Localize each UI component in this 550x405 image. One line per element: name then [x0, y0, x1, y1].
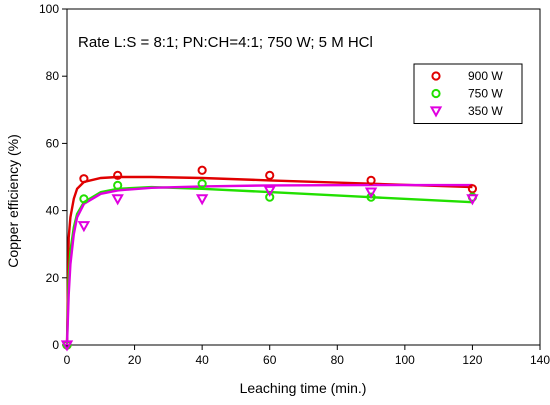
- fit-curves: [65, 175, 473, 346]
- legend-label: 350 W: [468, 104, 503, 118]
- y-tick-label: 20: [46, 271, 60, 285]
- legend-marker: [431, 71, 441, 81]
- data-point-series-3: [263, 185, 276, 197]
- fit-line-1: [65, 175, 473, 346]
- chart-annotation: Rate L:S = 8:1; PN:CH=4:1; 750 W; 5 M HC…: [78, 34, 373, 51]
- x-tick-label: 120: [462, 353, 482, 367]
- fit-line-2: [65, 185, 473, 346]
- data-point-series-1: [265, 170, 275, 180]
- y-axis: 0 20 40 60 80 100: [39, 2, 67, 352]
- data-point-series-3: [195, 194, 209, 206]
- data-point-series-2: [113, 180, 123, 190]
- x-tick-label: 140: [530, 353, 550, 367]
- fit-line-3: [65, 183, 473, 346]
- x-tick-label: 60: [263, 353, 277, 367]
- data-point-series-2: [79, 194, 89, 204]
- plot-frame: [66, 8, 541, 346]
- data-point-series-2: [197, 179, 207, 189]
- x-tick-label: 80: [331, 353, 345, 367]
- data-point-series-1: [197, 165, 207, 175]
- data-point-series-3: [364, 187, 378, 199]
- data-point-series-1: [467, 184, 478, 194]
- y-tick-label: 0: [52, 338, 59, 352]
- x-tick-label: 40: [195, 353, 209, 367]
- x-axis: 0 20 40 60 80 100 120 140: [64, 345, 550, 367]
- x-axis-title: Leaching time (min.): [240, 380, 367, 396]
- x-tick-label: 20: [128, 353, 142, 367]
- data-points: [60, 165, 479, 352]
- data-point-series-1: [113, 170, 123, 180]
- data-point-series-1: [79, 174, 89, 184]
- y-axis-title: Copper efficiency (%): [5, 134, 21, 268]
- data-point-series-2: [366, 192, 376, 202]
- data-point-series-3: [77, 221, 91, 233]
- legend-marker: [429, 106, 443, 118]
- data-point-series-3: [111, 194, 124, 206]
- x-tick-label: 100: [395, 353, 415, 367]
- y-tick-label: 80: [46, 69, 60, 83]
- legend-marker: [431, 88, 441, 99]
- data-point-series-1: [366, 175, 376, 185]
- x-tick-label: 0: [64, 353, 71, 367]
- y-tick-label: 40: [46, 204, 60, 218]
- legend-label: 750 W: [468, 87, 503, 101]
- legend-label: 900 W: [468, 69, 503, 83]
- y-tick-label: 100: [39, 2, 59, 16]
- data-point-series-3: [466, 194, 479, 206]
- data-point-series-3: [60, 340, 74, 352]
- y-tick-label: 60: [46, 136, 60, 150]
- legend: 900 W 750 W 350 W: [413, 63, 523, 124]
